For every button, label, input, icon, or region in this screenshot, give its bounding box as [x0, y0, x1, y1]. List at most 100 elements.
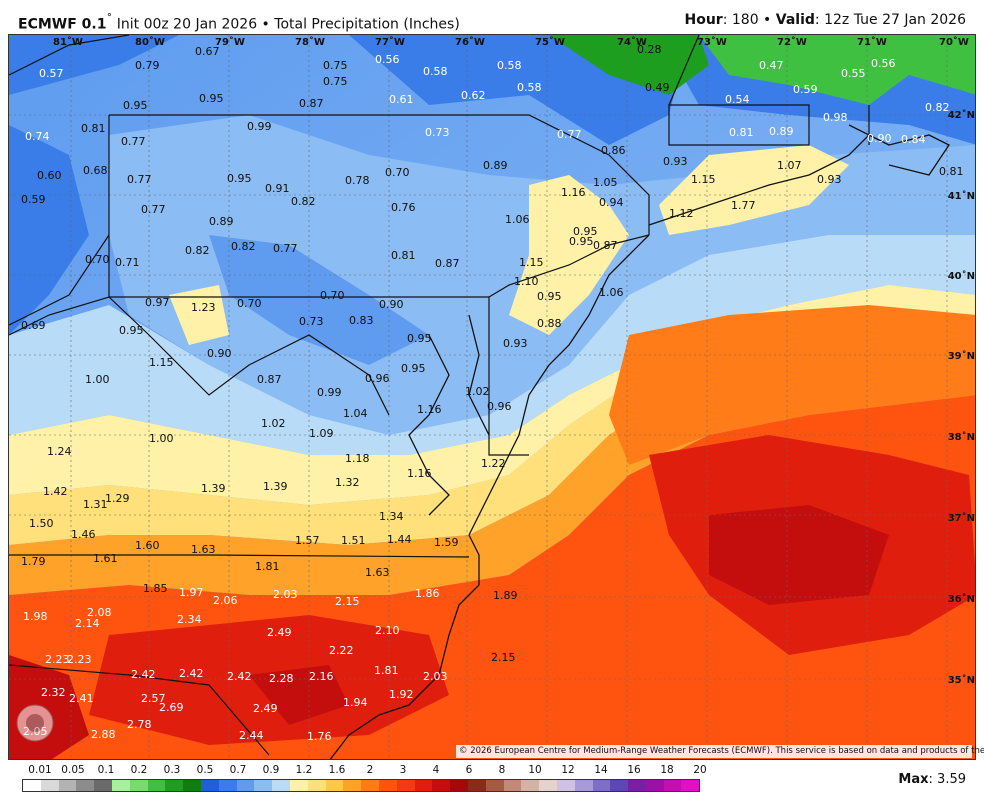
precip-value: 0.59 — [793, 83, 818, 96]
legend-swatch — [111, 780, 130, 791]
lon-label: 77˚W — [375, 36, 405, 48]
legend-labels: 0.01 0.05 0.1 0.2 0.3 0.5 0.7 0.9 1.2 1.6 2 3 4 6 8 10 1… — [22, 764, 712, 778]
legend-swatch — [343, 780, 362, 791]
precip-value: 0.95 — [227, 172, 252, 185]
precip-value: 0.89 — [209, 215, 234, 228]
precip-value: 0.86 — [601, 144, 626, 157]
precip-value: 0.58 — [423, 65, 448, 78]
legend-swatch — [94, 780, 112, 791]
valid-value: 12z Tue 27 Jan 2026 — [824, 12, 966, 28]
lon-label: 79˚W — [215, 36, 245, 48]
lon-label: 73˚W — [697, 36, 727, 48]
valid-label: Valid — [775, 12, 815, 28]
lon-label: 74˚W — [617, 36, 647, 48]
precip-value: 1.59 — [434, 536, 459, 549]
title-left: ECMWF 0.1˚ Init 00z 20 Jan 2026 • Total … — [18, 12, 460, 33]
precip-value: 0.61 — [389, 93, 414, 106]
precip-value: 1.15 — [519, 256, 544, 269]
precip-value: 0.60 — [37, 169, 62, 182]
precip-value: 0.95 — [407, 332, 432, 345]
lon-label: 72˚W — [777, 36, 807, 48]
legend-label: 0.7 — [229, 764, 247, 776]
legend-swatch — [681, 780, 700, 791]
precip-value: 0.93 — [663, 155, 688, 168]
lat-label: 36˚N — [948, 593, 975, 605]
precip-value: 2.15 — [491, 651, 516, 664]
legend-swatch — [361, 780, 379, 791]
precip-zone-pale-blue — [9, 235, 975, 455]
precip-value: 0.82 — [925, 101, 950, 114]
legend-label: 20 — [693, 764, 707, 776]
precip-value: 0.76 — [391, 201, 416, 214]
precip-value: 0.59 — [21, 193, 46, 206]
precip-value: 0.97 — [145, 296, 170, 309]
weatherbell-logo — [16, 704, 54, 742]
precip-value: 0.69 — [21, 319, 46, 332]
lat-label: 41˚N — [948, 190, 975, 202]
precip-value: 2.32 — [41, 686, 66, 699]
precip-value: 0.77 — [557, 128, 582, 141]
precip-value: 0.95 — [401, 362, 426, 375]
precip-zone-dark-red — [249, 665, 349, 725]
precip-value: 1.00 — [149, 432, 174, 445]
precip-value: 1.00 — [85, 373, 110, 386]
precip-value: 0.74 — [25, 130, 50, 143]
legend-label: 10 — [528, 764, 542, 776]
legend-swatch — [574, 780, 593, 791]
legend-swatch — [307, 780, 326, 791]
lat-label: 40˚N — [948, 270, 975, 282]
model-name: ECMWF 0.1 — [18, 16, 107, 33]
precip-value: 1.16 — [407, 467, 432, 480]
precip-value: 2.08 — [87, 606, 112, 619]
legend-swatch — [236, 780, 255, 791]
precip-value: 0.90 — [379, 298, 404, 311]
precip-value: 0.95 — [123, 99, 148, 112]
precip-value: 1.94 — [343, 696, 368, 709]
precip-value: 0.88 — [537, 317, 562, 330]
legend-swatch — [289, 780, 308, 791]
precip-value: 0.95 — [569, 235, 594, 248]
precip-value: 0.82 — [231, 240, 256, 253]
precip-value: 0.73 — [425, 126, 450, 139]
legend-swatch — [147, 780, 166, 791]
legend-label: 16 — [627, 764, 641, 776]
precip-value: 0.96 — [365, 372, 390, 385]
legend-swatch — [378, 780, 397, 791]
precip-zone-green — [549, 35, 709, 95]
precip-value: 0.83 — [349, 314, 374, 327]
precip-value: 2.23 — [67, 653, 92, 666]
precip-value: 1.51 — [341, 534, 366, 547]
precip-value: 1.18 — [345, 452, 370, 465]
lon-label: 80˚W — [135, 36, 165, 48]
legend-swatch — [432, 780, 451, 791]
legend-label: 0.05 — [61, 764, 85, 776]
legend-swatch — [521, 780, 540, 791]
lon-label: 78˚W — [295, 36, 325, 48]
legend-label: 18 — [660, 764, 674, 776]
precip-value: 0.70 — [85, 253, 110, 266]
precip-value: 0.87 — [257, 373, 282, 386]
precip-value: 1.79 — [21, 555, 46, 568]
legend-swatch — [325, 780, 344, 791]
precip-values: 0.57 0.79 0.67 0.75 0.75 0.56 0.58 0.58 0.58 0.62… — [21, 43, 964, 743]
legend-swatch — [556, 780, 575, 791]
precip-value: 0.79 — [135, 59, 160, 72]
legend-label: 3 — [399, 764, 407, 776]
legend-swatch — [467, 780, 486, 791]
precip-zone-mid-blue — [209, 235, 429, 365]
precip-value: 0.90 — [207, 347, 232, 360]
precip-value: 1.29 — [105, 492, 130, 505]
precip-value: 2.42 — [227, 670, 252, 683]
map-svg: 81˚W 80˚W 79˚W 78˚W 77˚W 76˚W 75˚W 74˚W … — [9, 35, 975, 759]
precip-value: 0.78 — [345, 174, 370, 187]
precip-value: 0.70 — [385, 166, 410, 179]
precip-value: 0.93 — [503, 337, 528, 350]
precip-value: 1.42 — [43, 485, 68, 498]
lat-label: 35˚N — [948, 674, 975, 686]
lat-label: 42˚N — [948, 109, 975, 121]
precip-value: 1.39 — [201, 482, 226, 495]
precip-value: 1.63 — [191, 543, 216, 556]
legend-colorbar — [22, 779, 700, 792]
precip-value: 1.02 — [261, 417, 286, 430]
precip-value: 0.67 — [195, 45, 220, 58]
